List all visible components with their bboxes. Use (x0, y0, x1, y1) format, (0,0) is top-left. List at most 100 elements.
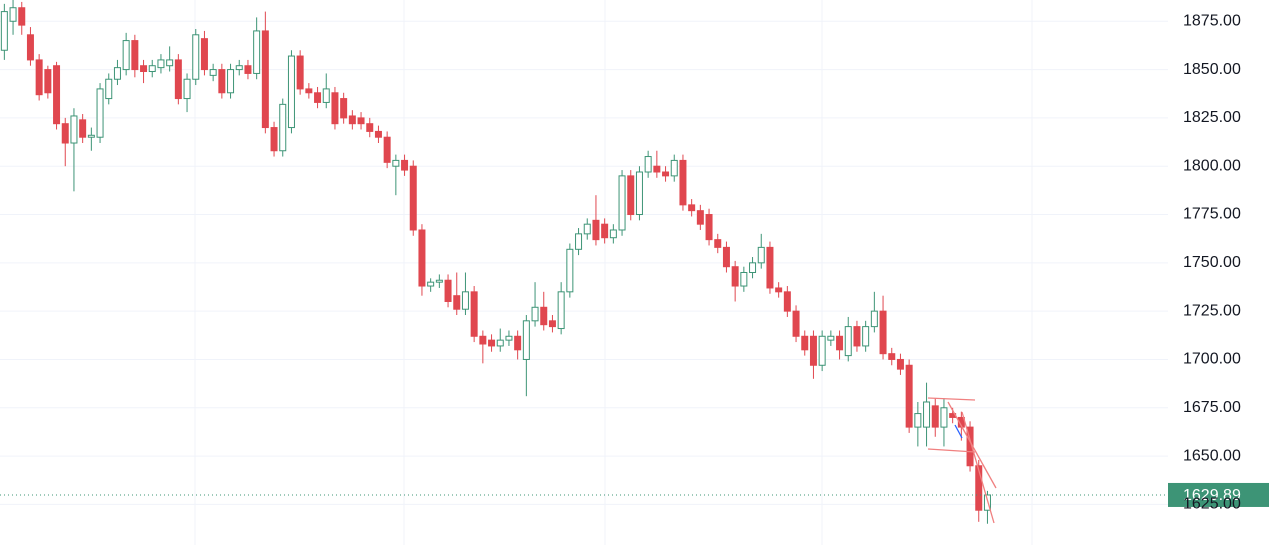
candle-body (340, 98, 348, 119)
candle-body (531, 306, 539, 322)
candle-body (609, 229, 617, 239)
candle-body (409, 165, 417, 231)
candle-body (70, 115, 78, 144)
y-tick-label: 1650.00 (1183, 447, 1241, 464)
candle-body (740, 272, 748, 287)
candle-body (757, 246, 765, 264)
candle-body (26, 34, 34, 61)
candle-body (783, 291, 791, 312)
candle-body (801, 335, 809, 351)
candle-body (644, 156, 652, 173)
candle-body (105, 78, 113, 100)
y-tick-label: 1800.00 (1183, 157, 1241, 174)
candle-body (766, 246, 774, 289)
candle-body (444, 279, 452, 302)
candle-body (44, 69, 52, 94)
candle-body (461, 291, 469, 310)
y-tick-label: 1850.00 (1183, 61, 1241, 78)
candle-body (200, 38, 208, 71)
candle-body (227, 69, 235, 94)
candle-body (592, 219, 600, 241)
candle-body (662, 171, 670, 177)
candle-body (749, 262, 757, 274)
candle-body (514, 335, 522, 351)
candle-body (392, 159, 400, 167)
candle-body (836, 335, 844, 351)
candle-body (905, 364, 913, 428)
last-price-label: 1629.89 (1183, 487, 1241, 504)
candle-body (522, 320, 530, 360)
y-tick-label: 1625.00 (1183, 496, 1241, 513)
candle-body (113, 67, 121, 80)
candle-body (96, 88, 104, 138)
candle-body (505, 335, 513, 341)
candle-body (696, 210, 704, 225)
pattern-line (927, 448, 976, 453)
candle-body (174, 59, 182, 100)
candle-body (322, 88, 330, 103)
y-tick-label: 1725.00 (1183, 302, 1241, 319)
y-tick-label: 1700.00 (1183, 351, 1241, 368)
candle-body (566, 248, 574, 293)
candle-body (548, 320, 556, 328)
candle-body (383, 136, 391, 163)
candle-body (314, 92, 322, 103)
candle-body (470, 291, 478, 337)
pattern-line (927, 397, 976, 401)
candle-body (305, 88, 313, 94)
candle-body (401, 159, 409, 171)
candle-body (583, 223, 591, 235)
candle-body (888, 353, 896, 360)
candle-body (540, 306, 548, 326)
candle-body (0, 11, 8, 51)
candle-body (253, 30, 261, 74)
candle-body (618, 175, 626, 231)
candle-body (575, 233, 583, 250)
candle-body (818, 335, 826, 366)
candle-body (853, 326, 861, 347)
candle-body (235, 65, 243, 71)
candle-body (479, 335, 487, 345)
candle-body (775, 287, 783, 293)
candle-body (792, 310, 800, 337)
candle-body (53, 65, 61, 125)
candle-body (627, 175, 635, 216)
candle-body (18, 7, 26, 26)
candle-body (601, 223, 609, 239)
candle-body (209, 69, 217, 76)
candle-body (896, 358, 904, 370)
candle-body (923, 401, 931, 428)
candle-body (557, 291, 565, 330)
candle-body (731, 266, 739, 287)
y-tick-label: 1675.00 (1183, 399, 1241, 416)
candle-body (140, 65, 148, 73)
candle-body (714, 239, 722, 248)
candle-body (488, 339, 496, 347)
pattern-line (954, 424, 963, 439)
candle-body (679, 159, 687, 206)
pattern-line (961, 411, 995, 524)
candle-body (331, 92, 339, 125)
candle-body (827, 335, 835, 341)
candle-body (914, 413, 922, 428)
candle-body (122, 40, 130, 71)
candle-body (296, 55, 304, 90)
candle-body (366, 123, 374, 132)
candle-body (688, 204, 696, 212)
candle-body (453, 295, 461, 310)
candle-body (862, 326, 870, 347)
y-tick-label: 1750.00 (1183, 254, 1241, 271)
candle-body (287, 55, 295, 129)
candle-body (670, 159, 678, 177)
candle-body (131, 40, 139, 71)
candle-body (9, 7, 17, 22)
candle-body (374, 130, 382, 138)
candle-body (35, 59, 43, 96)
candle-body (357, 117, 365, 125)
y-tick-label: 1875.00 (1183, 12, 1241, 29)
y-tick-label: 1775.00 (1183, 206, 1241, 223)
candle-body (261, 30, 269, 129)
candle-body (61, 123, 69, 144)
